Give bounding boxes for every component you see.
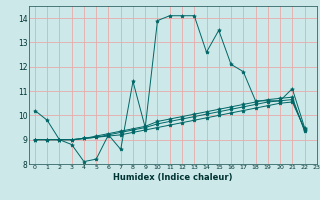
- X-axis label: Humidex (Indice chaleur): Humidex (Indice chaleur): [113, 173, 233, 182]
